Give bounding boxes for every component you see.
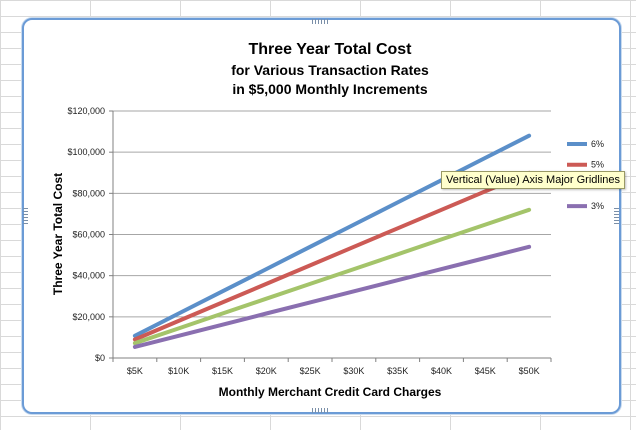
y-tick-label: $100,000 (67, 147, 105, 157)
y-axis-label[interactable]: Three Year Total Cost (51, 173, 65, 295)
chart-subtitle-1: for Various Transaction Rates (231, 62, 429, 78)
x-tick-label: $45K (475, 366, 496, 376)
y-tick-label: $40,000 (72, 271, 105, 281)
legend-label[interactable]: 3% (591, 201, 604, 211)
x-tick-label: $40K (431, 366, 452, 376)
chart-subtitle-2: in $5,000 Monthly Increments (232, 81, 427, 97)
x-tick-label: $20K (256, 366, 277, 376)
x-tick-label: $15K (212, 366, 233, 376)
right-resize-handle[interactable] (614, 208, 619, 224)
legend-label[interactable]: 6% (591, 139, 604, 149)
x-tick-label: $5K (127, 366, 143, 376)
chart-area[interactable] (22, 18, 621, 414)
x-tick-label: $50K (519, 366, 540, 376)
series-line-6pct[interactable] (132, 133, 532, 338)
y-tick-label: $80,000 (72, 188, 105, 198)
legend-label[interactable]: 5% (591, 160, 604, 170)
series-line-4pct[interactable] (132, 207, 532, 346)
x-tick-label: $30K (343, 366, 364, 376)
plot-area[interactable]: $0 $20,000 $40,000 $60,000 $80,000 $100,000 $1… (67, 106, 604, 376)
y-tick-label: $120,000 (67, 106, 105, 116)
y-tick-label: $0 (95, 353, 105, 363)
gridlines-tooltip: Vertical (Value) Axis Major Gridlines (441, 171, 626, 189)
y-tick-label: $60,000 (72, 230, 105, 240)
bottom-resize-handle[interactable] (312, 408, 328, 413)
series-line-5pct[interactable] (132, 170, 532, 342)
x-tick-label: $35K (387, 366, 408, 376)
chart-title[interactable]: Three Year Total Cost (248, 41, 412, 58)
x-tick-label: $25K (300, 366, 321, 376)
x-tick-label: $10K (168, 366, 189, 376)
top-resize-handle[interactable] (312, 19, 328, 24)
x-axis-label[interactable]: Monthly Merchant Credit Card Charges (219, 385, 442, 399)
y-tick-label: $20,000 (72, 312, 105, 322)
series-line-3pct[interactable] (132, 244, 532, 349)
left-resize-handle[interactable] (23, 208, 28, 224)
